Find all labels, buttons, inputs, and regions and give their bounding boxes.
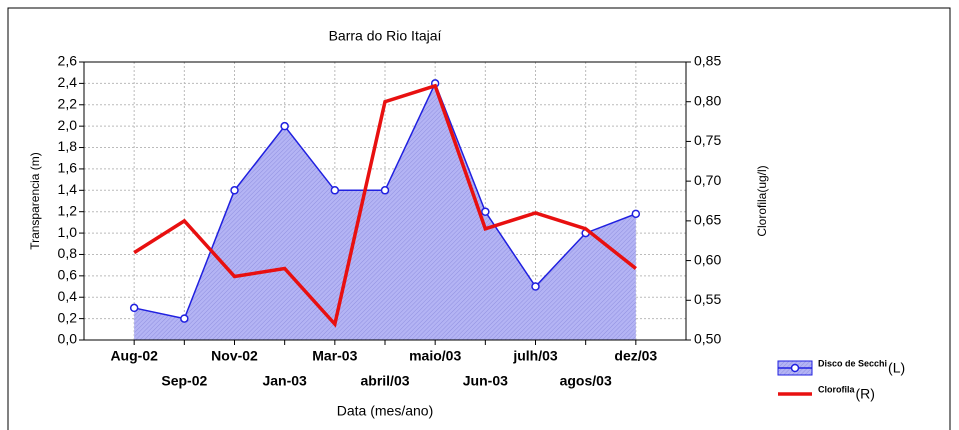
x-tick-label: abril/03	[360, 373, 409, 389]
y-tick-label: 2,0	[58, 117, 78, 133]
line	[133, 83, 637, 328]
y2-tick-label: 0,70	[694, 172, 721, 188]
legend-axis-tag: (R)	[856, 386, 875, 402]
legend-axis-tag: (L)	[888, 360, 905, 376]
y-axis-label: Transparencia (m)	[28, 152, 42, 250]
y2-tick-label: 0,55	[694, 291, 721, 307]
marker	[230, 186, 239, 195]
marker	[180, 314, 189, 323]
area	[134, 83, 636, 340]
x-tick-label: Mar-03	[312, 348, 357, 364]
y2-tick-label: 0,75	[694, 132, 721, 148]
marker	[531, 282, 540, 291]
chart-title: Barra do Rio Itajaí	[329, 28, 442, 44]
legend-label: Clorofila	[818, 384, 855, 394]
x-tick-label: Jan-03	[262, 373, 307, 389]
y-tick-label: 0,8	[58, 245, 78, 261]
y-tick-label: 1,2	[58, 202, 78, 218]
y2-tick-label: 0,85	[694, 53, 721, 69]
y-tick-label: 0,6	[58, 267, 78, 283]
marker	[481, 207, 490, 216]
legend-marker	[790, 363, 800, 373]
plot-border	[83, 61, 687, 341]
x-tick-label: Nov-02	[211, 348, 258, 364]
x-tick-label: agos/03	[560, 373, 612, 389]
y-tick-label: 0,2	[58, 309, 78, 325]
y-tick-label: 0,0	[58, 331, 78, 347]
marker	[330, 186, 340, 195]
y-tick-label: 1,6	[58, 160, 78, 176]
x-tick-label: dez/03	[614, 348, 657, 364]
marker	[280, 121, 289, 131]
y-tick-label: 0,4	[58, 288, 78, 304]
x-axis-label: Data (mes/ano)	[337, 403, 433, 419]
y-tick-label: 2,4	[58, 74, 78, 90]
y-tick-label: 2,6	[58, 53, 78, 69]
y2-axis-label: Clorofila(ug/l)	[755, 165, 769, 236]
y2-tick-label: 0,80	[694, 92, 721, 108]
marker	[380, 186, 390, 195]
marker	[129, 303, 139, 313]
y-tick-label: 1,8	[58, 138, 78, 154]
y2-tick-label: 0,65	[694, 212, 721, 228]
legend-label: Disco de Secchi	[818, 358, 887, 368]
y2-tick-label: 0,50	[694, 331, 721, 347]
y-tick-label: 1,4	[58, 181, 78, 197]
x-tick-label: maio/03	[409, 348, 461, 364]
x-tick-label: julh/03	[512, 348, 558, 364]
marker	[631, 209, 641, 219]
y-tick-label: 2,2	[58, 95, 78, 111]
x-tick-label: Sep-02	[161, 373, 207, 389]
x-tick-label: Jun-03	[463, 373, 508, 389]
x-tick-label: Aug-02	[110, 348, 158, 364]
y-tick-label: 1,0	[58, 224, 78, 240]
y2-tick-label: 0,60	[694, 251, 721, 267]
